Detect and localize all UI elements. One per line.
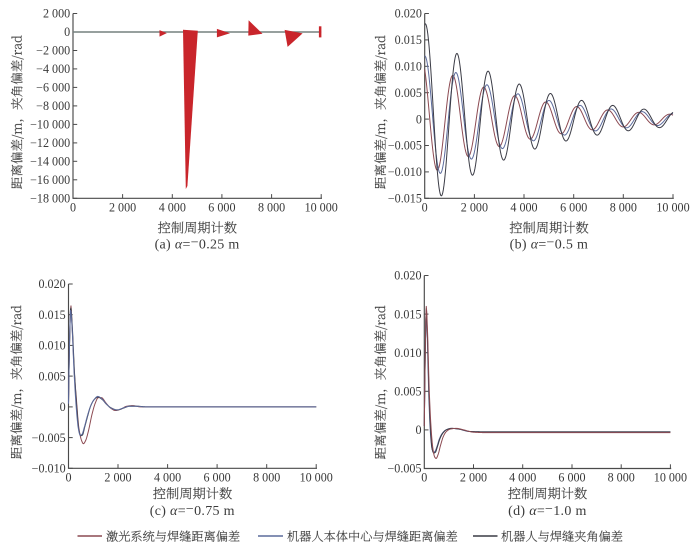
svg-text:8 000: 8 000 [253,471,280,485]
svg-text:−0.005: −0.005 [32,431,66,445]
svg-text:0.020: 0.020 [394,269,421,283]
svg-text:−12 000: −12 000 [30,136,70,150]
svg-text:4 000: 4 000 [510,201,537,215]
svg-text:6 000: 6 000 [560,201,587,215]
svg-text:2 000: 2 000 [460,471,487,485]
svg-text:10 000: 10 000 [305,201,338,215]
svg-text:0.005: 0.005 [38,369,65,383]
svg-text:10 000: 10 000 [654,471,687,485]
svg-text:0.010: 0.010 [38,339,65,353]
svg-text:2 000: 2 000 [104,471,131,485]
svg-text:0: 0 [416,112,422,126]
svg-text:−0.010: −0.010 [388,165,422,179]
svg-text:−0.015: −0.015 [388,192,422,206]
svg-text:0.010: 0.010 [394,346,421,360]
svg-text:−6 000: −6 000 [36,81,70,95]
svg-text:4 000: 4 000 [154,471,181,485]
svg-text:0.015: 0.015 [394,307,421,321]
svg-text:−8 000: −8 000 [36,99,70,113]
svg-text:−0.005: −0.005 [387,462,421,476]
svg-text:0: 0 [421,471,427,485]
svg-text:4 000: 4 000 [159,201,186,215]
svg-text:−10 000: −10 000 [30,118,70,132]
svg-text:0: 0 [415,423,421,437]
svg-text:0: 0 [64,25,70,39]
svg-text:0: 0 [70,201,76,215]
svg-text:(a) α=−0.25 m: (a) α=−0.25 m [155,235,240,252]
svg-text:8 000: 8 000 [610,201,637,215]
svg-text:2 000: 2 000 [43,7,70,21]
svg-text:(b) α=−0.5 m: (b) α=−0.5 m [510,235,588,252]
svg-text:−0.005: −0.005 [388,139,422,153]
svg-text:−14 000: −14 000 [30,155,70,169]
svg-text:2 000: 2 000 [461,201,488,215]
svg-text:8 000: 8 000 [608,471,635,485]
svg-text:0.015: 0.015 [38,308,65,322]
svg-text:8 000: 8 000 [258,201,285,215]
svg-text:0: 0 [422,201,428,215]
svg-text:−4 000: −4 000 [36,62,70,76]
svg-text:0.015: 0.015 [395,33,422,47]
svg-text:−16 000: −16 000 [30,173,70,187]
svg-text:2 000: 2 000 [109,201,136,215]
svg-text:10 000: 10 000 [300,471,333,485]
svg-text:(d) α=−1.0 m: (d) α=−1.0 m [508,502,586,519]
svg-text:0.010: 0.010 [395,60,422,74]
svg-text:−2 000: −2 000 [36,44,70,58]
svg-text:(c) α=−0.75 m: (c) α=−0.75 m [150,502,235,519]
svg-text:10 000: 10 000 [656,201,689,215]
svg-text:−18 000: −18 000 [30,192,70,206]
svg-text:0.005: 0.005 [394,385,421,399]
svg-text:0: 0 [60,400,66,414]
svg-text:4 000: 4 000 [509,471,536,485]
svg-text:6 000: 6 000 [203,471,230,485]
svg-text:6 000: 6 000 [558,471,585,485]
svg-text:0.020: 0.020 [395,7,422,21]
svg-text:0.020: 0.020 [38,277,65,291]
svg-text:0: 0 [65,471,71,485]
svg-text:−0.010: −0.010 [32,462,66,476]
svg-text:0.005: 0.005 [395,86,422,100]
svg-text:6 000: 6 000 [208,201,235,215]
